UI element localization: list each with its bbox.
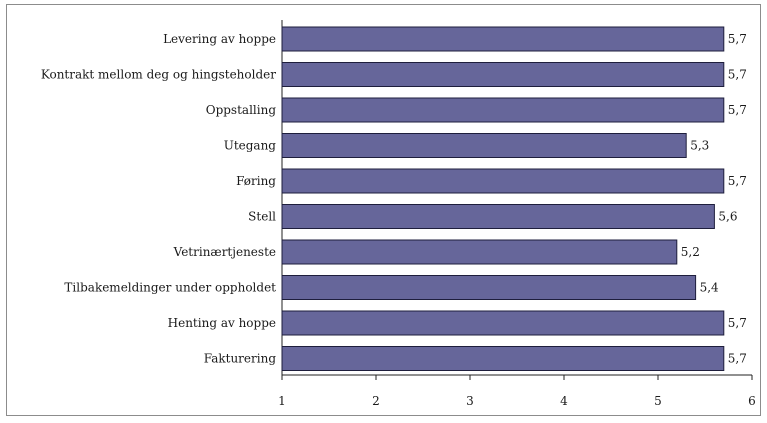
x-tick-label: 2 — [372, 394, 380, 408]
bar — [281, 168, 725, 194]
value-label: 5,7 — [728, 316, 747, 330]
bar — [281, 275, 697, 300]
category-label: Levering av hoppe — [163, 32, 276, 46]
category-label: Stell — [248, 210, 276, 224]
category-label: Kontrakt mellom deg og hingsteholder — [41, 68, 276, 82]
bar — [281, 239, 678, 265]
value-label: 5,6 — [718, 210, 737, 224]
bar — [281, 310, 725, 336]
category-label: Utegang — [224, 139, 277, 153]
bar — [281, 204, 715, 229]
category-label: Henting av hoppe — [168, 316, 276, 330]
value-label: 5,7 — [728, 68, 747, 82]
bar — [281, 26, 725, 52]
x-tick-label: 6 — [748, 394, 756, 408]
category-label: Fakturering — [204, 352, 277, 366]
category-label: Oppstalling — [206, 103, 277, 117]
x-tick-label: 1 — [278, 394, 286, 408]
x-tick-label: 3 — [466, 394, 474, 408]
x-tick-label: 4 — [560, 394, 568, 408]
category-label: Tilbakemeldinger under oppholdet — [64, 281, 276, 295]
bar — [281, 133, 687, 158]
value-label: 5,7 — [728, 352, 747, 366]
value-label: 5,7 — [728, 174, 747, 188]
value-label: 5,7 — [728, 103, 747, 117]
bar — [281, 346, 725, 371]
bar — [281, 62, 725, 87]
x-tick-label: 5 — [654, 394, 662, 408]
category-label: Vetrinærtjeneste — [173, 245, 276, 259]
value-label: 5,3 — [690, 139, 709, 153]
value-label: 5,4 — [700, 281, 719, 295]
value-label: 5,7 — [728, 32, 747, 46]
category-label: Føring — [236, 174, 276, 188]
bar — [281, 97, 725, 123]
value-label: 5,2 — [681, 245, 700, 259]
